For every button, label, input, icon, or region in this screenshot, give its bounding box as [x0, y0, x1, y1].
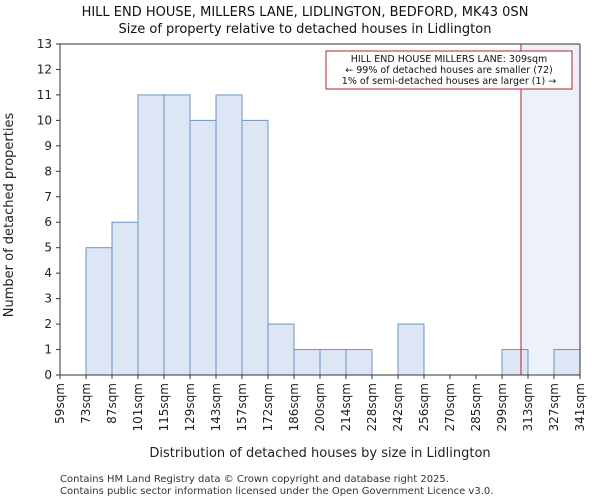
- x-tick-label-157sqm: 157sqm: [235, 383, 249, 431]
- bar-101sqm: [137, 94, 165, 376]
- bar-327sqm: [553, 349, 581, 376]
- x-tick-label-73sqm: 73sqm: [79, 383, 93, 424]
- x-tick-label-327sqm: 327sqm: [547, 383, 561, 431]
- y-tick-label-7: 7: [44, 190, 52, 204]
- bar-200sqm: [319, 349, 347, 376]
- x-tick-label-242sqm: 242sqm: [391, 383, 405, 431]
- x-tick-label-270sqm: 270sqm: [443, 383, 457, 431]
- y-tick-label-13: 13: [37, 37, 52, 51]
- chart-subtitle: Size of property relative to detached ho…: [119, 22, 492, 37]
- x-tick-label-285sqm: 285sqm: [469, 383, 483, 431]
- x-tick-label-129sqm: 129sqm: [183, 383, 197, 431]
- bar-115sqm: [163, 94, 191, 376]
- chart-title: HILL END HOUSE, MILLERS LANE, LIDLINGTON…: [82, 5, 529, 20]
- x-tick-label-228sqm: 228sqm: [365, 383, 379, 431]
- bar-242sqm: [397, 323, 425, 376]
- y-tick-label-4: 4: [44, 266, 52, 280]
- x-tick-label-313sqm: 313sqm: [521, 383, 535, 431]
- y-tick-label-0: 0: [44, 368, 52, 382]
- y-tick-label-1: 1: [44, 343, 52, 357]
- x-tick-label-341sqm: 341sqm: [573, 383, 587, 431]
- y-tick-label-5: 5: [44, 241, 52, 255]
- annotation-box: [325, 50, 573, 90]
- footer-line-2: Contains public sector information licen…: [60, 486, 493, 497]
- x-tick-label-214sqm: 214sqm: [339, 383, 353, 431]
- annotation-line-2: ← 99% of detached houses are smaller (72…: [345, 65, 552, 76]
- y-tick-label-8: 8: [44, 164, 52, 178]
- bar-87sqm: [111, 221, 139, 376]
- footer-line-1: Contains HM Land Registry data © Crown c…: [60, 474, 449, 485]
- x-tick-label-256sqm: 256sqm: [417, 383, 431, 431]
- x-tick-label-101sqm: 101sqm: [131, 383, 145, 431]
- x-tick-label-59sqm: 59sqm: [53, 383, 67, 424]
- y-axis-label: Number of detached properties: [2, 113, 17, 318]
- x-tick-label-172sqm: 172sqm: [261, 383, 275, 431]
- bar-129sqm: [189, 119, 217, 376]
- y-tick-label-9: 9: [44, 139, 52, 153]
- x-tick-label-143sqm: 143sqm: [209, 383, 223, 431]
- y-tick-label-6: 6: [44, 215, 52, 229]
- bar-143sqm: [215, 94, 243, 376]
- y-tick-label-3: 3: [44, 292, 52, 306]
- x-tick-label-200sqm: 200sqm: [313, 383, 327, 431]
- x-tick-label-87sqm: 87sqm: [105, 383, 119, 424]
- highlight-region: [520, 44, 580, 375]
- y-tick-label-12: 12: [37, 62, 52, 76]
- bar-172sqm: [267, 323, 295, 376]
- bar-299sqm: [501, 349, 529, 376]
- y-tick-label-10: 10: [37, 113, 52, 127]
- bar-186sqm: [293, 349, 321, 376]
- bar-214sqm: [345, 349, 373, 376]
- annotation-line-3: 1% of semi-detached houses are larger (1…: [342, 76, 556, 87]
- annotation-line-1: HILL END HOUSE MILLERS LANE: 309sqm: [351, 54, 548, 65]
- x-tick-label-299sqm: 299sqm: [495, 383, 509, 431]
- x-tick-label-186sqm: 186sqm: [287, 383, 301, 431]
- y-tick-label-2: 2: [44, 317, 52, 331]
- x-tick-label-115sqm: 115sqm: [157, 383, 171, 431]
- y-tick-label-11: 11: [37, 88, 52, 102]
- x-axis-label: Distribution of detached houses by size …: [149, 446, 490, 461]
- bar-73sqm: [85, 247, 113, 376]
- bar-157sqm: [241, 119, 269, 376]
